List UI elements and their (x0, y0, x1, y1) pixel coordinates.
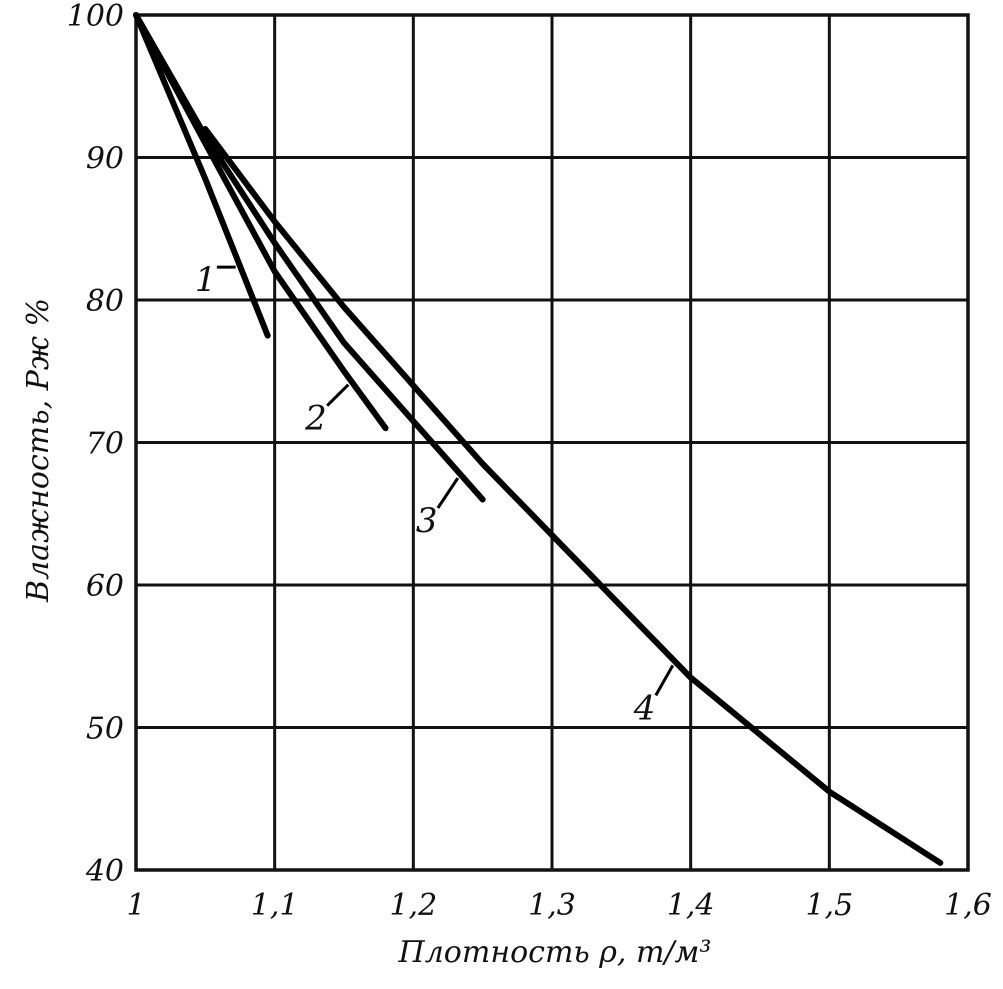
series-curves (133, 12, 944, 866)
series-4-label: 4 (633, 688, 656, 728)
series-2-leader (326, 383, 350, 407)
y-tick-label: 80 (86, 284, 124, 319)
curve-labels: 1 2 3 4 (195, 260, 675, 728)
series-3-leader (436, 477, 460, 509)
y-tick-label: 90 (86, 142, 124, 177)
y-tick-label: 40 (85, 854, 124, 889)
x-tick-label: 1,6 (944, 888, 992, 923)
series-2-label: 2 (304, 399, 327, 439)
x-tick-label: 1,1 (251, 888, 299, 923)
series-1-line (133, 12, 271, 339)
x-tick-label: 1,2 (389, 888, 437, 923)
series-3-label: 3 (416, 501, 438, 541)
x-tick-label: 1 (126, 888, 145, 923)
x-tick-label: 1,3 (528, 888, 576, 923)
plot-frame (134, 13, 970, 872)
series-4-line (202, 126, 944, 866)
y-axis-title: Влажность, Рж % (21, 298, 56, 603)
y-tick-label: 60 (86, 569, 124, 604)
series-3-line (133, 12, 486, 503)
grid (136, 15, 968, 870)
tick-labels: 1 1,1 1,2 1,3 1,4 1,5 1,6 40 50 60 70 80 90 100 (67, 0, 992, 923)
x-tick-label: 1,4 (667, 888, 715, 923)
x-axis-title: Плотность ρ, т/м³ (398, 935, 712, 970)
y-tick-label: 50 (86, 712, 124, 747)
series-4-leader (654, 664, 675, 697)
y-tick-label: 100 (67, 0, 124, 34)
series-1-label: 1 (195, 260, 217, 300)
x-tick-label: 1,5 (805, 888, 853, 923)
y-tick-label: 70 (86, 427, 124, 462)
